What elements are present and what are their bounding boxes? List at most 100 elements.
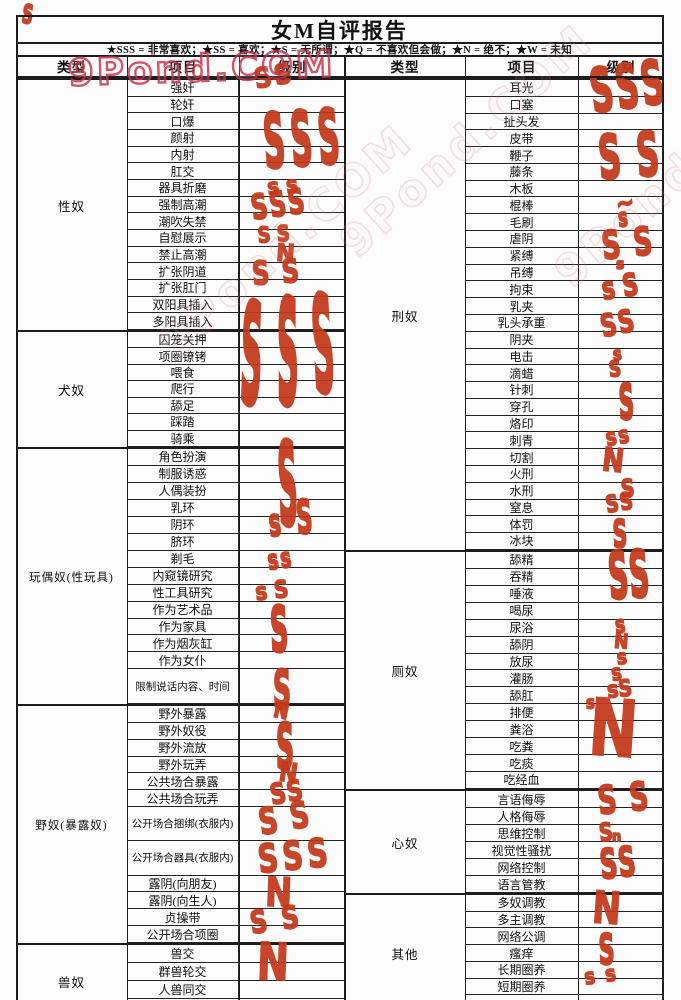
table-row: 贞操带 bbox=[127, 909, 345, 927]
level-cell bbox=[239, 909, 345, 925]
level-cell bbox=[579, 500, 663, 516]
table-row: 阴夹 bbox=[465, 331, 663, 349]
level-cell bbox=[239, 585, 345, 601]
legend-row: ★SSS = 非常喜欢；★SS = 喜欢；★S = 无所谓；★Q = 不喜欢但会… bbox=[106, 45, 573, 56]
level-cell bbox=[579, 912, 663, 928]
category-section: 其他 多奴调教 多主调教 网络公调 瘙痒 长期圈养 短期圈养 bbox=[345, 893, 663, 1000]
category-section: 兽奴 兽交 群兽轮交 人兽同交 bbox=[16, 943, 345, 1000]
table-row: 项圈镣铐 bbox=[127, 348, 345, 365]
table-row: 吊缚 bbox=[465, 264, 663, 282]
item-cell: 阴环 bbox=[127, 516, 239, 533]
level-cell bbox=[239, 80, 345, 96]
item-cell: 喂食 bbox=[127, 364, 239, 381]
table-row: 作为艺术品 bbox=[127, 601, 345, 619]
level-cell bbox=[239, 365, 345, 380]
level-cell bbox=[239, 97, 345, 113]
table-border bbox=[16, 15, 18, 1000]
item-cell: 灌肠 bbox=[465, 670, 579, 687]
level-cell bbox=[579, 825, 663, 841]
level-cell bbox=[239, 669, 345, 703]
level-cell bbox=[579, 248, 663, 264]
table-row: 体罚 bbox=[465, 516, 663, 534]
item-cell: 野外流放 bbox=[127, 739, 239, 756]
table-row: 内射 bbox=[127, 146, 345, 164]
table-row: 毛刷 bbox=[465, 214, 663, 232]
column-header: 类型 bbox=[57, 60, 86, 75]
table-row: 吃粪 bbox=[465, 738, 663, 756]
item-cell: 双阳具插入 bbox=[127, 296, 239, 313]
table-row: 限制说话内容、时间 bbox=[127, 669, 345, 704]
table-row: 虐阴 bbox=[465, 231, 663, 248]
level-cell bbox=[239, 945, 345, 962]
item-cell: 鞭子 bbox=[465, 147, 579, 163]
table-row: 公开场合捆绑(衣服内) bbox=[127, 807, 345, 842]
level-cell bbox=[579, 466, 663, 482]
table-row: 扩张肛门 bbox=[127, 280, 345, 297]
item-cell: 舔足 bbox=[127, 397, 239, 414]
table-row: 剃毛 bbox=[127, 550, 345, 568]
item-cell: 内射 bbox=[127, 146, 239, 163]
item-cell: 公开场合捆绑(衣服内) bbox=[127, 807, 239, 841]
level-cell bbox=[579, 97, 663, 113]
item-cell: 角色扮演 bbox=[127, 449, 239, 465]
table-row: 人兽同交 bbox=[127, 981, 345, 999]
table-row: 双阳具插入 bbox=[127, 296, 345, 314]
table-row: 舔肛 bbox=[465, 687, 663, 705]
table-border bbox=[662, 15, 664, 1000]
category-section: 犬奴 囚笼关押 项圈镣铐 喂食 爬行 舔足 踩踏 骑乘 bbox=[16, 330, 345, 447]
level-cell bbox=[239, 297, 345, 313]
item-cell: 舔肛 bbox=[465, 687, 579, 704]
item-cell: 刺青 bbox=[465, 432, 579, 449]
level-cell bbox=[579, 791, 663, 807]
item-cell: 多主调教 bbox=[465, 911, 579, 928]
level-cell bbox=[579, 365, 663, 381]
level-cell bbox=[239, 619, 345, 635]
item-cell: 冰块 bbox=[465, 533, 579, 549]
table-row: 拘束 bbox=[465, 281, 663, 299]
item-cell: 排便 bbox=[465, 704, 579, 721]
level-cell bbox=[579, 552, 663, 568]
level-cell bbox=[239, 602, 345, 618]
table-border bbox=[465, 56, 466, 1000]
table-row bbox=[465, 995, 663, 1000]
item-cell: 拘束 bbox=[465, 281, 579, 298]
item-cell: 骑乘 bbox=[127, 430, 239, 446]
table-row: 穿孔 bbox=[465, 398, 663, 416]
table-row: 长期圈养 bbox=[465, 961, 663, 979]
item-cell: 口爆 bbox=[127, 113, 239, 130]
item-cell: 群兽轮交 bbox=[127, 963, 239, 980]
level-cell bbox=[579, 214, 663, 230]
report-title: 女M自评报告 bbox=[271, 18, 408, 43]
level-cell bbox=[579, 738, 663, 754]
level-cell bbox=[239, 807, 345, 840]
item-cell: 性工具研究 bbox=[127, 584, 239, 601]
table-row: 滴蜡 bbox=[465, 365, 663, 383]
level-cell bbox=[579, 995, 663, 1000]
item-cell: 轮奸 bbox=[127, 96, 239, 113]
category-cell: 刑奴 bbox=[391, 309, 419, 324]
level-cell bbox=[579, 483, 663, 499]
table-row: 多阳具插入 bbox=[127, 313, 345, 331]
category-cell: 兽奴 bbox=[57, 975, 85, 990]
table-row: 喂食 bbox=[127, 364, 345, 382]
level-cell bbox=[239, 773, 345, 789]
item-cell: 水刑 bbox=[465, 482, 579, 499]
item-cell: 颜射 bbox=[127, 130, 239, 146]
level-cell bbox=[579, 859, 663, 875]
level-cell bbox=[239, 230, 345, 246]
level-cell bbox=[579, 315, 663, 331]
table-row: 制服诱惑 bbox=[127, 465, 345, 483]
level-cell bbox=[239, 981, 345, 998]
item-cell: 乳头承重 bbox=[465, 314, 579, 331]
table-row: 脐环 bbox=[127, 533, 345, 551]
item-cell: 唾液 bbox=[465, 585, 579, 602]
table-row: 作为烟灰缸 bbox=[127, 635, 345, 653]
item-cell: 舔精 bbox=[465, 552, 579, 568]
level-cell bbox=[579, 516, 663, 532]
level-cell bbox=[579, 755, 663, 771]
item-cell: 吃经血 bbox=[465, 771, 579, 788]
item-cell: 瘙痒 bbox=[465, 945, 579, 961]
item-cell: 藤条 bbox=[465, 163, 579, 180]
level-cell bbox=[239, 757, 345, 773]
table-row: 皮带 bbox=[465, 130, 663, 148]
